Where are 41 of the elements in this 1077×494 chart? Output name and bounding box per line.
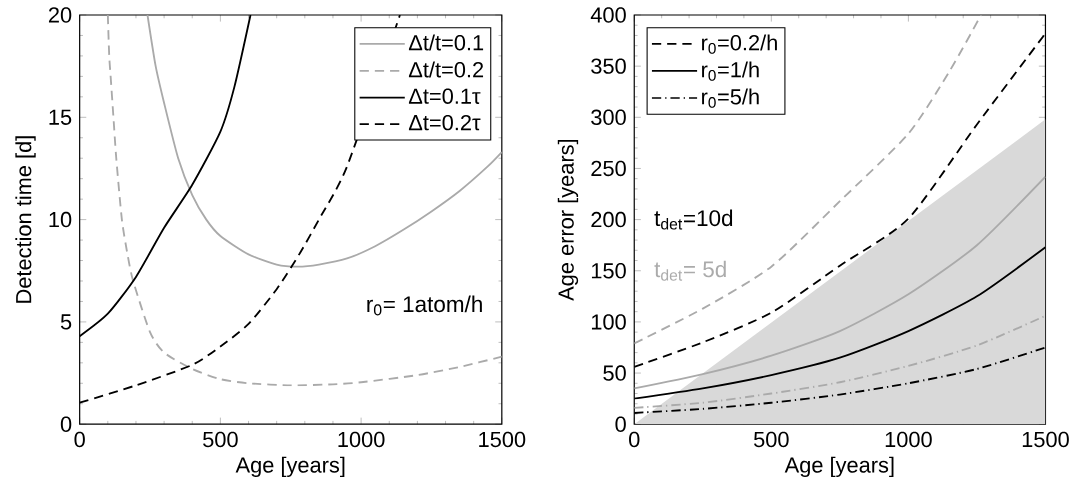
legend-label: r$_{0}$=0.2/h [702, 34, 777, 54]
legend-label: r$_{0}$=5/h [702, 88, 759, 108]
line-series [634, 175, 1046, 390]
y-tick-label: 350 [591, 58, 626, 74]
y-tick-label: 0 [615, 416, 626, 432]
legend-label: Δt=0.2τ [408, 114, 481, 131]
y-tick-label: 300 [591, 109, 626, 126]
y-tick-label: 200 [591, 211, 626, 228]
legend-label: Δt/t=0.1 [408, 34, 484, 51]
legend-label: r$_{0}$=1/h [702, 61, 759, 81]
y-tick-label: 50 [603, 365, 626, 381]
y-tick-label: 250 [591, 160, 626, 177]
line-series [146, 15, 502, 268]
y-tick-label: 5 [60, 314, 72, 330]
x-tick-label: 500 [753, 431, 789, 448]
y-tick-label: 400 [590, 7, 626, 23]
line-series [106, 15, 502, 387]
y-tick-label: 10 [49, 211, 72, 228]
annotation: t$_{det}$=10d [654, 209, 733, 230]
x-tick-label: 1500 [1022, 431, 1069, 448]
y-axis-title: Detection time [d] [15, 136, 36, 303]
y-tick-label: 0 [60, 416, 72, 432]
legend-label: Δt=0.1τ [408, 88, 481, 104]
x-tick-label: 1000 [338, 431, 385, 448]
y-tick-label: 15 [49, 109, 72, 125]
y-tick-label: 20 [48, 7, 72, 23]
y-tick-label: 150 [591, 263, 626, 279]
legend-label: Δt/t=0.2 [408, 61, 484, 78]
line-series [634, 314, 1046, 409]
x-tick-label: 0 [74, 431, 85, 448]
x-axis-title: Age [years] [784, 456, 894, 478]
x-tick-label: 1000 [885, 431, 932, 448]
x-axis-title: Age [years] [235, 456, 345, 478]
y-axis-title: Age error [years] [557, 139, 579, 301]
x-tick-label: 0 [629, 431, 640, 448]
y-tick-label: 100 [591, 314, 626, 330]
annotation: r$_{0}$= 1atom/h [367, 295, 482, 316]
x-tick-label: 500 [203, 431, 238, 448]
x-tick-label: 1500 [479, 431, 526, 448]
line-series [634, 15, 982, 345]
annotation: t$_{det}$= 5d [654, 260, 726, 281]
